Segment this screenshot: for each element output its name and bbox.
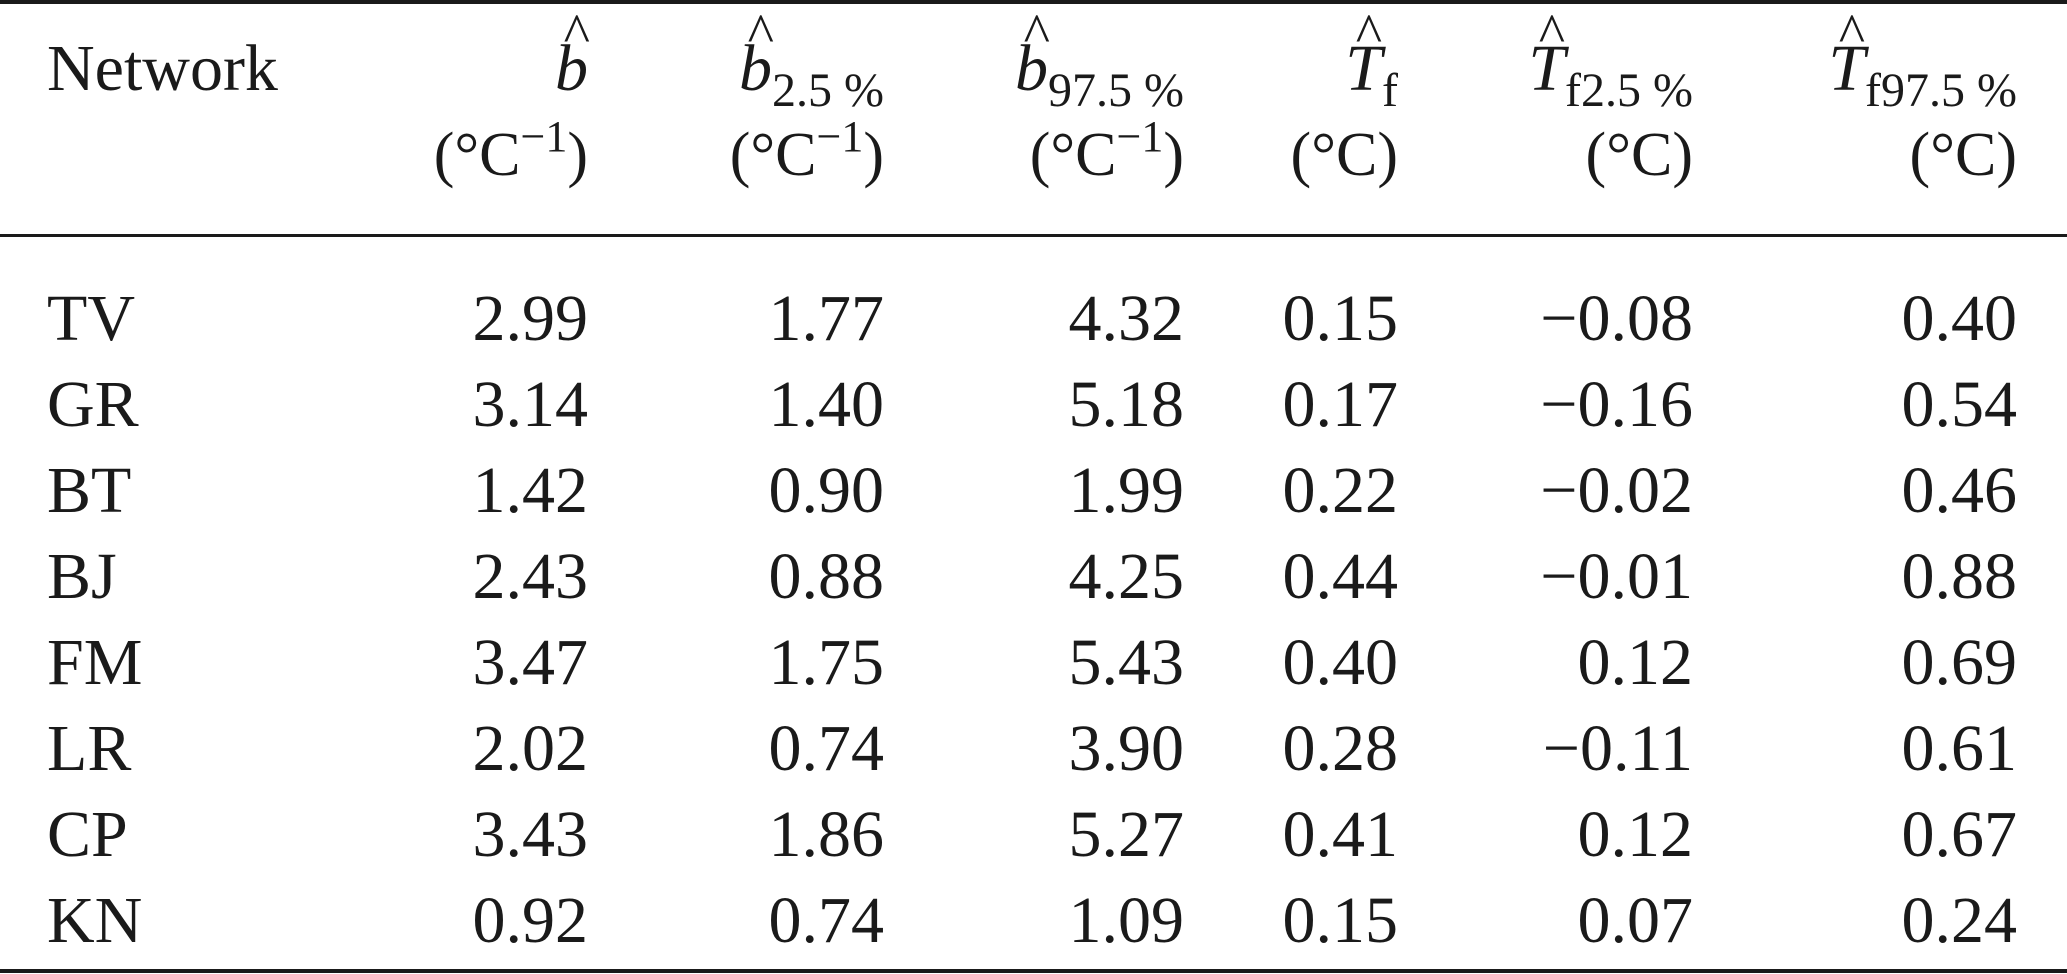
table-row: KN 0.92 0.74 1.09 0.15 0.07 0.24 xyxy=(0,880,2017,966)
value-tf: 0.15 xyxy=(1282,282,1399,355)
value-b-2-5: 1.77 xyxy=(768,282,885,355)
value-b-97-5: 1.99 xyxy=(1068,454,1185,527)
table-row: LR 2.02 0.74 3.90 0.28 −0.11 0.61 xyxy=(0,708,2017,794)
value-b-97-5: 4.25 xyxy=(1068,540,1185,613)
value-b-97-5: 1.09 xyxy=(1068,884,1185,957)
table-header-row: Network b ^ (°C−1) b ^ 2.5 % (°C−1) xyxy=(0,0,2017,234)
table-bottom-rule xyxy=(0,969,2067,973)
value-b: 2.99 xyxy=(472,282,589,355)
value-tf: 0.15 xyxy=(1282,884,1399,957)
table-top-rule xyxy=(0,0,2067,4)
network-name: LR xyxy=(47,712,132,785)
network-name: CP xyxy=(47,798,128,871)
value-b-2-5: 1.40 xyxy=(768,368,885,441)
network-name: BT xyxy=(47,454,132,527)
header-symbol: T ^ f97.5 % xyxy=(1828,3,2017,117)
value-b: 2.02 xyxy=(472,712,589,785)
header-unit: (°C) xyxy=(1585,121,1693,189)
value-b: 0.92 xyxy=(472,884,589,957)
value-tf-97-5: 0.46 xyxy=(1901,454,2018,527)
header-cell-b: Network b ^ (°C−1) xyxy=(0,0,590,234)
value-tf: 0.22 xyxy=(1282,454,1399,527)
header-cell-b-97-5: b ^ 97.5 % (°C−1) xyxy=(884,0,1184,234)
value-b: 3.14 xyxy=(472,368,589,441)
value-tf-2-5: 0.12 xyxy=(1577,626,1694,699)
table-row: BT 1.42 0.90 1.99 0.22 −0.02 0.46 xyxy=(0,450,2017,536)
header-unit: (°C−1) xyxy=(729,112,884,189)
value-b: 3.43 xyxy=(472,798,589,871)
value-tf-2-5: 0.07 xyxy=(1577,884,1694,957)
value-b-97-5: 3.90 xyxy=(1068,712,1185,785)
table-row: BJ 2.43 0.88 4.25 0.44 −0.01 0.88 xyxy=(0,536,2017,622)
value-b: 3.47 xyxy=(472,626,589,699)
value-tf: 0.17 xyxy=(1282,368,1399,441)
header-symbol: T ^ f2.5 % xyxy=(1528,3,1693,117)
network-name: TV xyxy=(47,282,135,355)
header-cell-tf: T ^ f (°C) xyxy=(1184,0,1398,234)
value-b-2-5: 0.90 xyxy=(768,454,885,527)
value-tf: 0.40 xyxy=(1282,626,1399,699)
header-symbol: b ^ 97.5 % xyxy=(1015,3,1184,117)
network-name: GR xyxy=(47,368,139,441)
value-tf-97-5: 0.67 xyxy=(1901,798,2018,871)
table-row: FM 3.47 1.75 5.43 0.40 0.12 0.69 xyxy=(0,622,2017,708)
header-unit: (°C−1) xyxy=(433,112,588,189)
value-b-97-5: 5.18 xyxy=(1068,368,1185,441)
header-symbol: b ^ 2.5 % xyxy=(739,3,884,117)
value-tf-97-5: 0.61 xyxy=(1901,712,2018,785)
value-b-2-5: 0.88 xyxy=(768,540,885,613)
header-cell-b-2-5: b ^ 2.5 % (°C−1) xyxy=(588,0,884,234)
value-b-2-5: 0.74 xyxy=(768,884,885,957)
results-table: Network b ^ (°C−1) b ^ 2.5 % (°C−1) xyxy=(0,0,2017,966)
header-symbol: T ^ f xyxy=(1345,3,1398,117)
value-tf-2-5: 0.12 xyxy=(1577,798,1694,871)
value-b: 1.42 xyxy=(472,454,589,527)
table-row: GR 3.14 1.40 5.18 0.17 −0.16 0.54 xyxy=(0,364,2017,450)
value-tf: 0.41 xyxy=(1282,798,1399,871)
table-row: TV 2.99 1.77 4.32 0.15 −0.08 0.40 xyxy=(0,278,2017,364)
value-b-97-5: 5.27 xyxy=(1068,798,1185,871)
table-row: CP 3.43 1.86 5.27 0.41 0.12 0.67 xyxy=(0,794,2017,880)
value-tf-97-5: 0.54 xyxy=(1901,368,2018,441)
value-tf: 0.28 xyxy=(1282,712,1399,785)
network-name: BJ xyxy=(47,540,117,613)
header-symbol: b ^ xyxy=(555,3,590,105)
value-tf-2-5: −0.02 xyxy=(1540,454,1693,527)
header-cell-tf-97-5: T ^ f97.5 % (°C) xyxy=(1693,0,2017,234)
value-tf: 0.44 xyxy=(1282,540,1399,613)
value-b: 2.43 xyxy=(472,540,589,613)
header-cell-tf-2-5: T ^ f2.5 % (°C) xyxy=(1398,0,1693,234)
header-network-label: Network xyxy=(47,32,278,105)
value-b-2-5: 1.86 xyxy=(768,798,885,871)
header-unit: (°C) xyxy=(1290,121,1398,189)
header-unit: (°C) xyxy=(1909,121,2017,189)
value-tf-97-5: 0.69 xyxy=(1901,626,2018,699)
network-name: KN xyxy=(47,884,143,957)
value-b-97-5: 4.32 xyxy=(1068,282,1185,355)
network-name: FM xyxy=(47,626,143,699)
value-b-97-5: 5.43 xyxy=(1068,626,1185,699)
table-header-rule xyxy=(0,234,2067,237)
value-tf-97-5: 0.40 xyxy=(1901,282,2018,355)
value-tf-97-5: 0.88 xyxy=(1901,540,2018,613)
value-tf-97-5: 0.24 xyxy=(1901,884,2018,957)
header-unit: (°C−1) xyxy=(1029,112,1184,189)
value-tf-2-5: −0.16 xyxy=(1540,368,1693,441)
value-b-2-5: 1.75 xyxy=(768,626,885,699)
value-b-2-5: 0.74 xyxy=(768,712,885,785)
value-tf-2-5: −0.11 xyxy=(1542,712,1693,785)
value-tf-2-5: −0.01 xyxy=(1540,540,1693,613)
value-tf-2-5: −0.08 xyxy=(1540,282,1693,355)
